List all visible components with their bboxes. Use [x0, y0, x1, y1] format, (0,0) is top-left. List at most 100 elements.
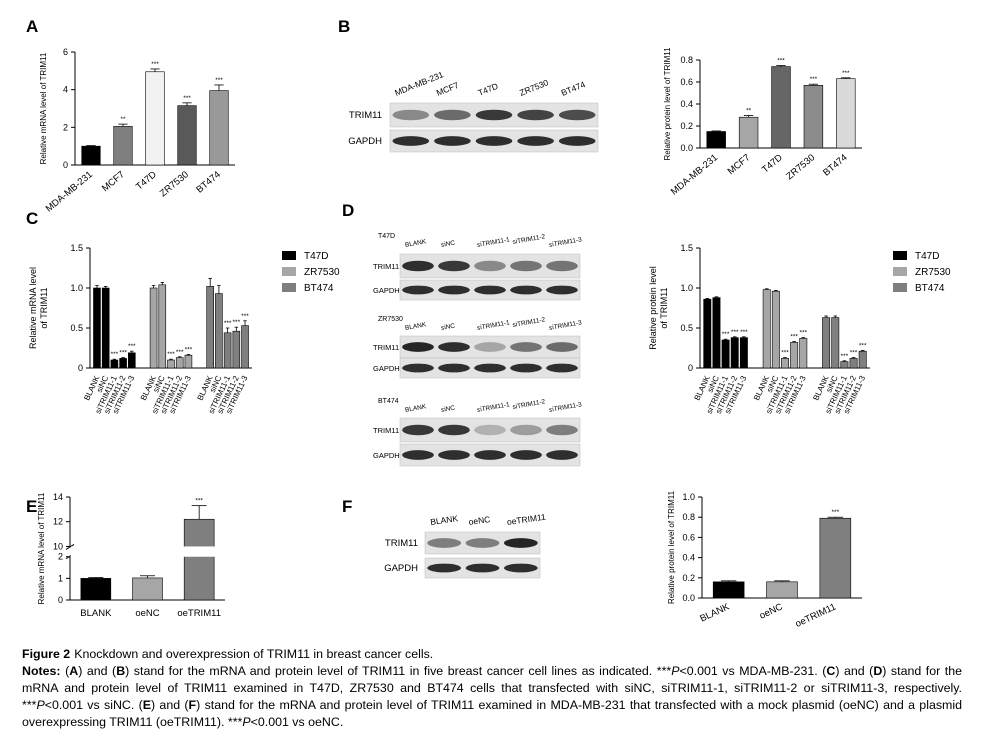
- blot-band: [503, 538, 538, 548]
- panel-label: C: [26, 209, 38, 228]
- lane-label: oeNC: [468, 514, 491, 527]
- caption-notes: Notes: (A) and (B) stand for the mRNA an…: [22, 663, 962, 731]
- caption-segment: <0.001 vs siNC. (: [44, 698, 143, 712]
- y-tick-label: 2: [58, 552, 63, 562]
- significance-label: ***: [215, 77, 223, 84]
- y-axis-label: Relative protein level: [648, 266, 658, 350]
- bar: [119, 358, 127, 369]
- blot-band: [510, 450, 542, 460]
- significance-label: ***: [128, 343, 136, 350]
- bar: [184, 354, 193, 369]
- y-tick-label: 14: [53, 492, 63, 502]
- caption-segment: ) stand for the mRNA and protein level o…: [22, 664, 962, 712]
- bar: [849, 358, 858, 369]
- caption-segment: Notes:: [22, 664, 66, 678]
- blot-band: [402, 260, 434, 272]
- significance-label: ***: [777, 58, 785, 65]
- bar: [703, 298, 712, 369]
- caption-segment: ) and (: [835, 664, 874, 678]
- caption-segment: P: [36, 698, 45, 712]
- cell-line-label: BT474: [378, 398, 399, 405]
- blot-band: [510, 424, 542, 436]
- y-tick-label: 0.8: [682, 512, 695, 522]
- bar: [145, 71, 165, 166]
- x-tick-label: MDA-MB-231: [669, 152, 720, 197]
- blot-band: [434, 109, 471, 121]
- caption-title-line: Figure 2 Knockdown and overexpression of …: [22, 646, 962, 663]
- legend-swatch: [282, 251, 296, 260]
- y-axis-label: Relative protein level of TRIM11: [667, 490, 676, 604]
- lane-label: siTRIM11-3: [549, 319, 583, 332]
- x-tick-label: T47D: [134, 169, 159, 192]
- blot-row-label: TRIM11: [373, 262, 399, 271]
- blot-band: [474, 363, 506, 373]
- legend-swatch: [893, 251, 907, 260]
- lane-label: siTRIM11-2: [512, 316, 546, 329]
- lane-label: ZR7530: [518, 77, 550, 98]
- significance-label: ***: [167, 351, 175, 358]
- lane-label: MCF7: [435, 80, 460, 98]
- blot-row-label: TRIM11: [385, 538, 418, 549]
- lane-label: siNC: [441, 405, 456, 414]
- cell-line-label: T47D: [378, 233, 395, 240]
- x-tick-label: oeNC: [758, 601, 785, 621]
- bar: [183, 518, 215, 601]
- lane-label: BLANK: [405, 403, 428, 414]
- y-tick-label: 0: [688, 363, 693, 373]
- significance-label: ***: [176, 349, 184, 356]
- panel-label: E: [26, 497, 37, 516]
- blot-band: [546, 285, 578, 295]
- y-tick-label: 0.2: [680, 121, 693, 131]
- blot-band: [546, 260, 578, 272]
- significance-label: ***: [195, 498, 203, 505]
- caption-segment: F: [188, 698, 197, 712]
- significance-label: ***: [740, 329, 748, 336]
- blot-band: [465, 563, 500, 573]
- y-tick-label: 0.4: [682, 553, 695, 563]
- blot-band: [546, 424, 578, 436]
- y-tick-label: 12: [53, 517, 63, 527]
- blot-row-label: TRIM11: [373, 343, 399, 352]
- bar: [167, 359, 175, 369]
- legend-label: ZR7530: [915, 267, 951, 278]
- y-tick-label: 1.5: [680, 243, 693, 253]
- y-tick-label: 0.6: [682, 532, 695, 542]
- y-tick-label: 2: [63, 122, 68, 132]
- significance-label: **: [746, 108, 752, 115]
- x-tick-label: BLANK: [80, 608, 112, 619]
- y-axis-label: Relative mRNA level: [28, 267, 38, 349]
- bar: [721, 339, 730, 369]
- x-tick-label: oeTRIM11: [794, 601, 838, 629]
- caption-segment: A: [69, 664, 79, 678]
- blot-band: [427, 563, 462, 573]
- lane-label: siTRIM11-1: [477, 319, 511, 332]
- bar: [209, 90, 229, 166]
- blot-band: [474, 342, 506, 352]
- y-tick-label: 1.5: [70, 243, 83, 253]
- lane-label: BT474: [560, 79, 587, 98]
- y-tick-label: 0.5: [70, 323, 83, 333]
- caption-segment: C: [826, 664, 836, 678]
- bar: [232, 330, 241, 369]
- lane-label: siNC: [441, 240, 456, 249]
- bar: [771, 66, 791, 149]
- panel-label: D: [342, 201, 354, 220]
- lane-label: siNC: [441, 323, 456, 332]
- panel-label: B: [338, 17, 350, 36]
- y-tick-label: 10: [53, 541, 63, 551]
- blot-band: [392, 109, 430, 121]
- bar: [241, 325, 249, 369]
- significance-label: ***: [859, 342, 867, 349]
- legend-swatch: [282, 283, 296, 292]
- bar: [149, 287, 158, 369]
- caption-segment: P: [242, 715, 251, 729]
- y-axis-label: Relative mRNA level of TRIM11: [39, 52, 48, 164]
- blot-band: [402, 285, 434, 295]
- x-tick-label: oeNC: [135, 608, 159, 619]
- blot-band: [517, 136, 554, 146]
- blot-band: [438, 424, 470, 436]
- significance-label: ***: [832, 509, 840, 516]
- bar: [781, 358, 789, 369]
- blot-band: [474, 450, 506, 460]
